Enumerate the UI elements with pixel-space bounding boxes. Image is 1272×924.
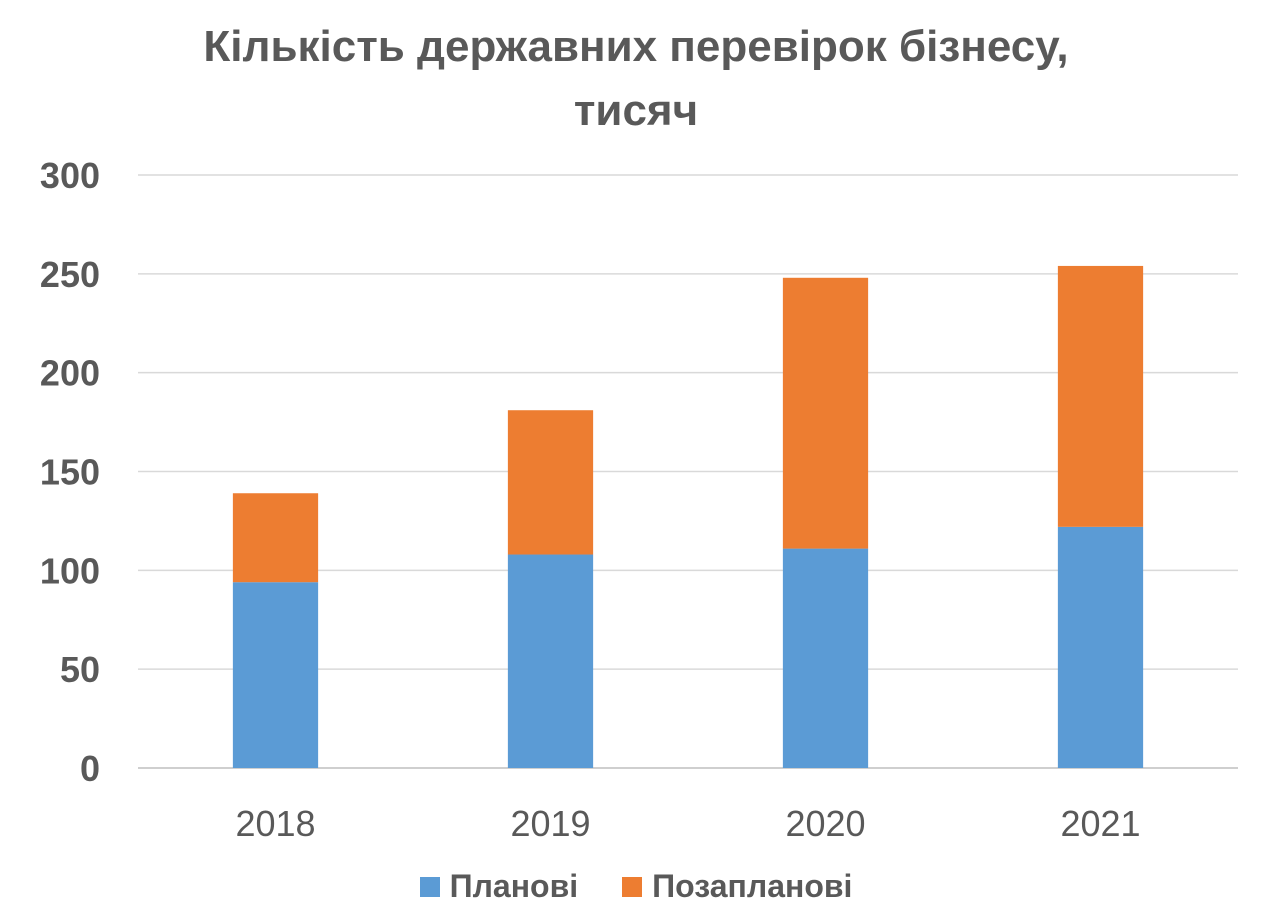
bar-2021-series-1 xyxy=(1057,265,1144,527)
legend-label-planned: Планові xyxy=(449,868,579,904)
chart-title-line-2: тисяч xyxy=(573,86,699,135)
x-tick-label-2018: 2018 xyxy=(235,803,315,844)
bar-2020-series-1 xyxy=(782,277,869,549)
legend-swatch-unplanned xyxy=(622,876,643,897)
bar-2021-series-0 xyxy=(1057,526,1144,768)
bar-2019-series-1 xyxy=(507,410,594,555)
y-tick-label-250: 250 xyxy=(40,254,100,295)
y-tick-label-300: 300 xyxy=(40,155,100,196)
legend-item-planned: Планові xyxy=(419,868,579,905)
bar-2019-series-0 xyxy=(507,554,594,768)
y-tick-label-200: 200 xyxy=(40,353,100,394)
y-tick-label-150: 150 xyxy=(40,452,100,493)
x-tick-label-2021: 2021 xyxy=(1060,803,1140,844)
legend-item-unplanned: Позапланові xyxy=(622,868,852,905)
chart-title-line-1: Кількість державних перевірок бізнесу, xyxy=(203,22,1069,71)
y-tick-label-0: 0 xyxy=(80,748,100,789)
y-tick-label-50: 50 xyxy=(60,649,100,690)
x-tick-label-2020: 2020 xyxy=(785,803,865,844)
x-tick-label-2019: 2019 xyxy=(510,803,590,844)
legend-swatch-planned xyxy=(419,876,440,897)
chart-legend: Планові Позапланові xyxy=(0,868,1272,905)
bar-2020-series-0 xyxy=(782,548,869,768)
y-tick-label-100: 100 xyxy=(40,550,100,591)
stacked-bar-chart: 0 50 100 150 200 250 300 2018 2019 2020 2021 xyxy=(40,155,1238,844)
bar-2018-series-1 xyxy=(232,493,319,583)
bar-2018-series-0 xyxy=(232,582,319,768)
legend-label-unplanned: Позапланові xyxy=(652,868,853,904)
